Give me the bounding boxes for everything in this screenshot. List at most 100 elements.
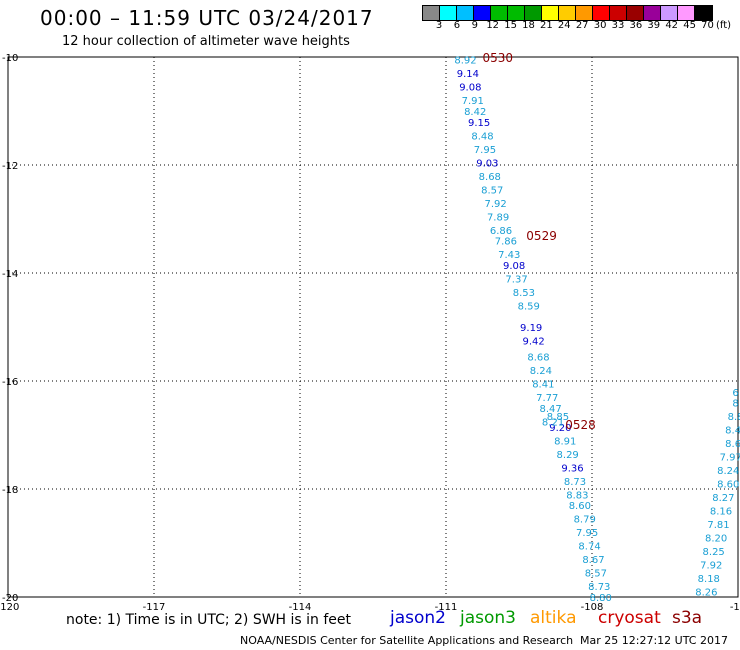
wave-height-value: 8.21 <box>542 418 564 429</box>
wave-height-value: 8.60 <box>569 501 591 512</box>
wave-height-value: 8.25 <box>703 547 725 558</box>
y-tick-label: -16 <box>2 377 18 388</box>
color-swatch <box>491 6 508 20</box>
wave-height-value: 9.03 <box>476 158 498 169</box>
wave-height-value: 9.15 <box>468 118 490 129</box>
wave-height-value: 8.60 <box>717 480 739 491</box>
color-scale-label: 45 <box>683 20 696 31</box>
wave-height-value: 8.16 <box>710 507 732 518</box>
x-tick-label: -117 <box>143 602 166 613</box>
wave-height-value: 8.29 <box>557 450 579 461</box>
legend-item-jason3: jason3 <box>460 608 516 628</box>
wave-height-value: 8.24 <box>717 466 739 477</box>
color-scale-label: 39 <box>647 20 661 31</box>
y-tick-label: -14 <box>2 269 18 280</box>
y-tick-label: -12 <box>2 161 18 172</box>
wave-height-value: 7.37 <box>505 274 527 285</box>
wave-height-value: 7.86 <box>495 237 517 248</box>
x-tick-label: -114 <box>289 602 312 613</box>
wave-height-value: 7.89 <box>487 212 509 223</box>
wave-height-value: 7.95 <box>576 528 598 539</box>
wave-height-value: 8.92 <box>454 56 476 67</box>
legend-note: note: 1) Time is in UTC; 2) SWH is in fe… <box>66 612 352 628</box>
pass-time-label: 0528 <box>565 418 596 432</box>
y-tick-label: -10 <box>2 53 18 64</box>
color-swatch <box>576 6 593 20</box>
wave-height-value: 7.97 <box>720 453 740 464</box>
wave-height-value: 8.24 <box>530 366 552 377</box>
wave-height-value: 8.79 <box>574 515 596 526</box>
color-scale-label: 21 <box>540 20 553 31</box>
wave-height-value: 8.4 <box>725 426 740 437</box>
color-scale-label: 6 <box>453 20 461 31</box>
y-tick-label: -18 <box>2 485 18 496</box>
wave-height-value: 8.83 <box>566 490 588 501</box>
wave-height-value: 9.20 <box>549 423 571 434</box>
color-scale-label: 24 <box>557 20 571 31</box>
color-swatch <box>474 6 491 20</box>
wave-height-value: 8.91 <box>554 436 576 447</box>
legend-item-cryosat: cryosat <box>598 608 661 628</box>
wave-height-value: 8.42 <box>464 107 486 118</box>
wave-height-value: 8.48 <box>471 131 493 142</box>
wave-height-value: 9.36 <box>561 463 583 474</box>
color-swatch <box>440 6 457 20</box>
wave-height-value: 8.74 <box>578 542 600 553</box>
color-swatch <box>423 6 440 20</box>
wave-height-value: 8.8 <box>728 412 740 423</box>
x-tick-label: -10 <box>730 602 740 613</box>
wave-height-value: 8.73 <box>588 582 610 593</box>
wave-height-value: 8 <box>732 399 738 410</box>
color-scale-label: 70 <box>701 20 714 31</box>
color-scale-unit: (ft) <box>716 20 732 31</box>
wave-height-value: 8.20 <box>705 534 727 545</box>
color-scale-labels: 3 6 9 12 15 18 21 24 27 30 33 36 39 42 45 70 <box>422 20 740 34</box>
wave-height-value: 8.73 <box>564 477 586 488</box>
pass-time-label: 0529 <box>526 229 557 243</box>
color-scale-label: 36 <box>629 20 643 31</box>
color-scale-label: 9 <box>471 20 478 31</box>
wave-height-value: 7.43 <box>498 250 520 261</box>
wave-height-value: 8.57 <box>481 185 503 196</box>
wave-height-value: 7.77 <box>536 393 558 404</box>
wave-height-value: 7.95 <box>474 145 496 156</box>
legend-item-jason2: jason2 <box>390 608 446 628</box>
wave-height-value: 7.92 <box>485 199 507 210</box>
wave-height-value: 8.53 <box>513 288 535 299</box>
wave-height-value: 8.57 <box>585 569 607 580</box>
legend-item-altika: altika <box>530 608 577 628</box>
color-scale-label: 33 <box>611 20 625 31</box>
footer-timestamp: Mar 25 12:27:12 UTC 2017 <box>580 634 728 647</box>
wave-height-value: 7.92 <box>700 561 722 572</box>
wave-height-value: 9.42 <box>522 337 544 348</box>
wave-height-value: 6.86 <box>490 226 512 237</box>
color-scale-label: 30 <box>593 20 607 31</box>
wave-height-value: 8.67 <box>582 555 604 566</box>
color-swatch <box>457 6 474 20</box>
wave-height-value: 8.80 <box>590 593 612 604</box>
wave-height-value: 9.08 <box>459 83 481 94</box>
color-scale-label: 42 <box>665 20 679 31</box>
wave-height-value: 7.81 <box>707 520 729 531</box>
color-swatch <box>559 6 576 20</box>
color-scale-label: 18 <box>522 20 535 31</box>
color-swatch <box>508 6 525 20</box>
color-swatch <box>610 6 627 20</box>
color-swatch <box>627 6 644 20</box>
y-tick-label: -20 <box>2 593 18 604</box>
footer-credit: NOAA/NESDIS Center for Satellite Applica… <box>240 634 574 647</box>
wave-height-value: 6 <box>732 388 738 399</box>
wave-height-value: 9.08 <box>503 261 525 272</box>
color-swatch <box>695 6 712 20</box>
x-tick-label: -111 <box>435 602 458 613</box>
wave-height-value: 8.85 <box>547 412 569 423</box>
wave-height-value: 8.47 <box>540 404 562 415</box>
color-scale-label: 3 <box>435 20 443 31</box>
page-title: 00:00 – 11:59 UTC 03/24/2017 <box>40 6 374 30</box>
page-subtitle: 12 hour collection of altimeter wave hei… <box>62 34 350 49</box>
plot-frame <box>7 56 739 598</box>
wave-height-value: 8.68 <box>527 353 549 364</box>
color-scale-label: 27 <box>575 20 589 31</box>
color-scale-label: 12 <box>486 20 500 31</box>
